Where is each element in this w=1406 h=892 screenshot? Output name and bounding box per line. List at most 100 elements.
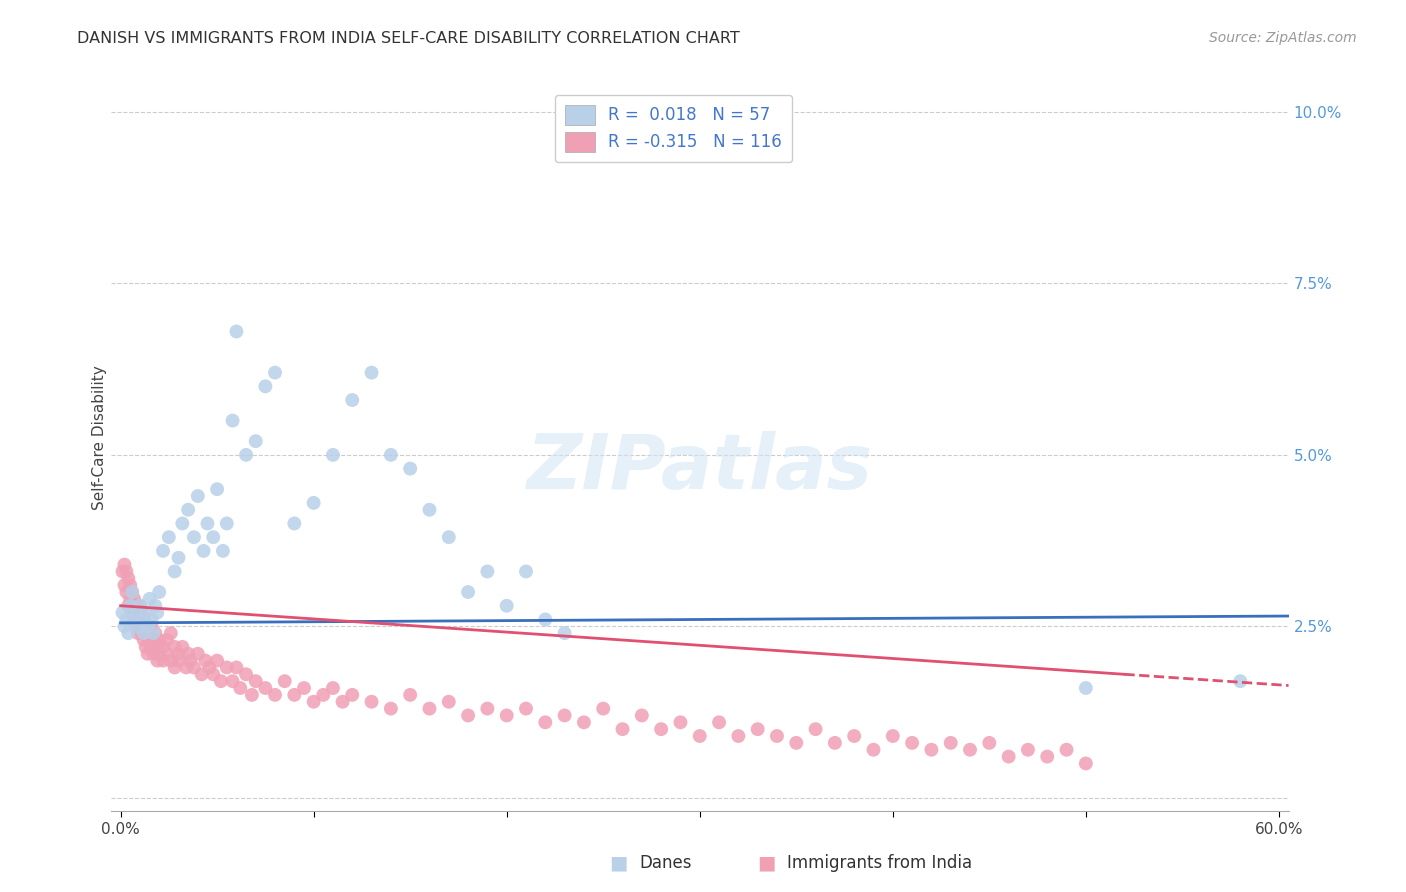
Point [125, 606, 148, 620]
Point [727, 729, 749, 743]
Point [205, 482, 228, 496]
Point [302, 695, 325, 709]
Point [205, 654, 228, 668]
Point [142, 626, 165, 640]
Point [1036, 749, 1059, 764]
Point [1056, 743, 1078, 757]
Point [146, 640, 169, 654]
Text: ZIPatlas: ZIPatlas [527, 431, 873, 505]
Point [202, 530, 225, 544]
Legend: R =  0.018   N = 57, R = -0.315   N = 116: R = 0.018 N = 57, R = -0.315 N = 116 [555, 95, 792, 162]
Point [202, 667, 225, 681]
Point [115, 565, 138, 579]
Point [264, 366, 287, 380]
Point [156, 633, 179, 648]
Point [399, 688, 422, 702]
Point [495, 708, 517, 723]
Text: ■: ■ [609, 854, 628, 872]
Point [457, 585, 479, 599]
Point [766, 729, 789, 743]
Point [862, 743, 884, 757]
Point [225, 325, 247, 339]
Point [111, 606, 134, 620]
Point [707, 715, 730, 730]
Point [221, 674, 243, 689]
Point [554, 708, 576, 723]
Point [245, 434, 267, 449]
Point [132, 633, 155, 648]
Point [136, 626, 159, 640]
Point [273, 674, 295, 689]
Point [183, 660, 205, 674]
Point [138, 633, 160, 648]
Point [141, 612, 163, 626]
Point [194, 654, 217, 668]
Point [534, 715, 557, 730]
Point [131, 626, 153, 640]
Point [135, 619, 157, 633]
Point [148, 585, 170, 599]
Point [804, 722, 827, 736]
Point [824, 736, 846, 750]
Point [179, 654, 201, 668]
Point [136, 619, 159, 633]
Point [212, 544, 235, 558]
Point [157, 530, 180, 544]
Point [148, 647, 170, 661]
Point [163, 565, 186, 579]
Point [172, 516, 194, 531]
Point [167, 550, 190, 565]
Point [283, 516, 305, 531]
Point [225, 660, 247, 674]
Point [187, 647, 209, 661]
Point [142, 633, 165, 648]
Point [380, 701, 402, 715]
Point [235, 667, 257, 681]
Text: Immigrants from India: Immigrants from India [787, 855, 973, 872]
Point [312, 688, 335, 702]
Point [122, 591, 145, 606]
Point [1017, 743, 1039, 757]
Point [138, 626, 160, 640]
Point [418, 701, 440, 715]
Point [882, 729, 904, 743]
Point [235, 448, 257, 462]
Point [127, 626, 149, 640]
Point [844, 729, 866, 743]
Point [322, 448, 344, 462]
Point [264, 688, 287, 702]
Point [135, 640, 157, 654]
Point [114, 578, 136, 592]
Point [997, 749, 1019, 764]
Point [209, 674, 232, 689]
Point [132, 612, 155, 626]
Point [1074, 681, 1097, 695]
Point [254, 379, 277, 393]
Point [332, 695, 354, 709]
Point [159, 654, 181, 668]
Point [131, 606, 153, 620]
Point [198, 660, 221, 674]
Point [959, 743, 981, 757]
Point [477, 701, 499, 715]
Point [141, 640, 163, 654]
Point [167, 647, 190, 661]
Point [515, 701, 537, 715]
Point [127, 606, 149, 620]
Point [495, 599, 517, 613]
Point [322, 681, 344, 695]
Point [380, 448, 402, 462]
Text: ■: ■ [756, 854, 776, 872]
Point [117, 599, 139, 613]
Point [172, 640, 194, 654]
Point [747, 722, 769, 736]
Point [138, 591, 160, 606]
Point [115, 612, 138, 626]
Point [121, 585, 143, 599]
Point [221, 414, 243, 428]
Point [167, 654, 190, 668]
Point [901, 736, 924, 750]
Point [360, 695, 382, 709]
Point [120, 599, 142, 613]
Point [142, 647, 165, 661]
